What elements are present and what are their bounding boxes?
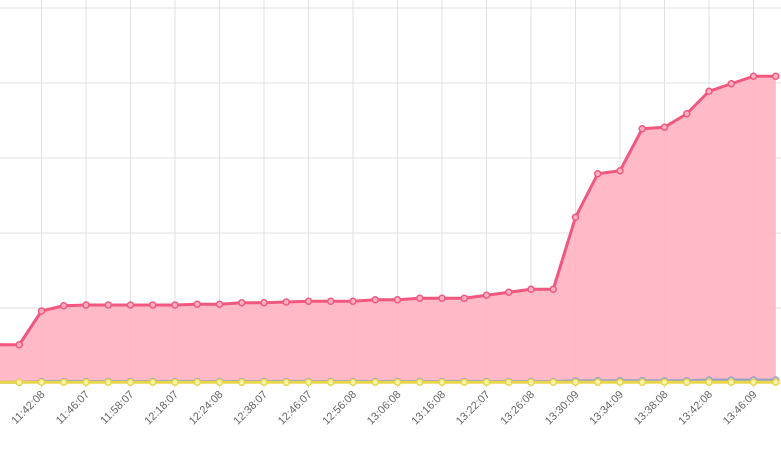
- point: [149, 301, 157, 309]
- area-fill: [0, 76, 776, 383]
- point: [660, 378, 669, 386]
- point: [327, 297, 335, 305]
- point: [60, 378, 68, 386]
- point: [683, 110, 691, 118]
- point: [416, 378, 424, 386]
- point: [772, 72, 780, 80]
- point: [238, 299, 246, 307]
- point: [727, 378, 735, 386]
- point: [460, 378, 468, 386]
- point: [215, 300, 224, 308]
- x-tick-label: 13:42:08: [676, 389, 715, 428]
- point: [60, 302, 68, 310]
- point: [460, 294, 468, 302]
- x-tick-label: 13:16:08: [409, 389, 448, 428]
- point: [683, 378, 691, 386]
- point: [371, 296, 379, 304]
- point: [505, 288, 513, 296]
- point: [705, 87, 713, 95]
- x-tick-label: 13:30:09: [543, 389, 582, 428]
- x-tick-label: 13:38:08: [632, 389, 671, 428]
- point: [282, 298, 290, 306]
- point: [371, 378, 379, 386]
- x-tick-label: 13:34:09: [587, 389, 626, 428]
- point: [549, 378, 557, 386]
- point: [104, 301, 112, 309]
- point: [749, 378, 758, 386]
- x-tick-label: 12:24:08: [187, 389, 226, 428]
- point: [104, 378, 112, 386]
- x-tick-label: 12:56:08: [320, 389, 359, 428]
- point: [260, 378, 268, 386]
- point: [282, 378, 290, 386]
- point: [594, 170, 602, 178]
- point: [82, 301, 90, 309]
- point: [171, 378, 179, 386]
- point: [571, 213, 580, 221]
- point: [416, 294, 424, 302]
- point: [705, 378, 713, 386]
- point: [37, 307, 46, 315]
- point: [82, 378, 90, 386]
- point: [727, 80, 735, 88]
- point: [438, 294, 446, 302]
- point: [527, 378, 535, 386]
- point: [126, 378, 135, 386]
- x-tick-label: 13:22:07: [454, 389, 493, 428]
- point: [193, 378, 201, 386]
- x-tick-label: 13:26:08: [498, 389, 537, 428]
- point: [482, 378, 491, 386]
- point: [149, 378, 157, 386]
- x-tick-label: 12:46:07: [276, 389, 315, 428]
- point: [393, 296, 402, 304]
- point: [304, 297, 313, 305]
- point: [482, 291, 491, 299]
- point: [638, 378, 646, 386]
- point: [594, 378, 602, 386]
- point: [349, 378, 357, 386]
- x-tick-label: 12:18:07: [142, 389, 181, 428]
- point: [238, 378, 246, 386]
- point: [171, 301, 179, 309]
- x-tick-label: 12:38:07: [231, 389, 270, 428]
- point: [772, 378, 780, 386]
- x-tick-label: 11:42:08: [9, 389, 47, 427]
- point: [304, 378, 313, 386]
- point: [15, 341, 23, 349]
- point: [260, 299, 268, 307]
- x-tick-label: 11:58:07: [98, 389, 136, 427]
- point: [571, 378, 580, 386]
- point: [37, 378, 46, 386]
- point: [193, 300, 201, 308]
- point: [505, 378, 513, 386]
- point: [549, 285, 557, 293]
- point: [15, 378, 23, 386]
- point: [527, 285, 535, 293]
- point: [616, 167, 624, 175]
- x-tick-label: 13:06:08: [365, 389, 404, 428]
- point: [638, 125, 646, 133]
- point: [438, 378, 446, 386]
- point: [126, 301, 135, 309]
- point: [215, 378, 224, 386]
- point: [749, 72, 758, 80]
- point: [616, 378, 624, 386]
- point: [660, 123, 669, 131]
- point: [349, 297, 357, 305]
- point: [393, 378, 402, 386]
- point: [327, 378, 335, 386]
- x-tick-label: 11:46:07: [54, 389, 92, 427]
- x-tick-label: 13:46:09: [721, 389, 760, 428]
